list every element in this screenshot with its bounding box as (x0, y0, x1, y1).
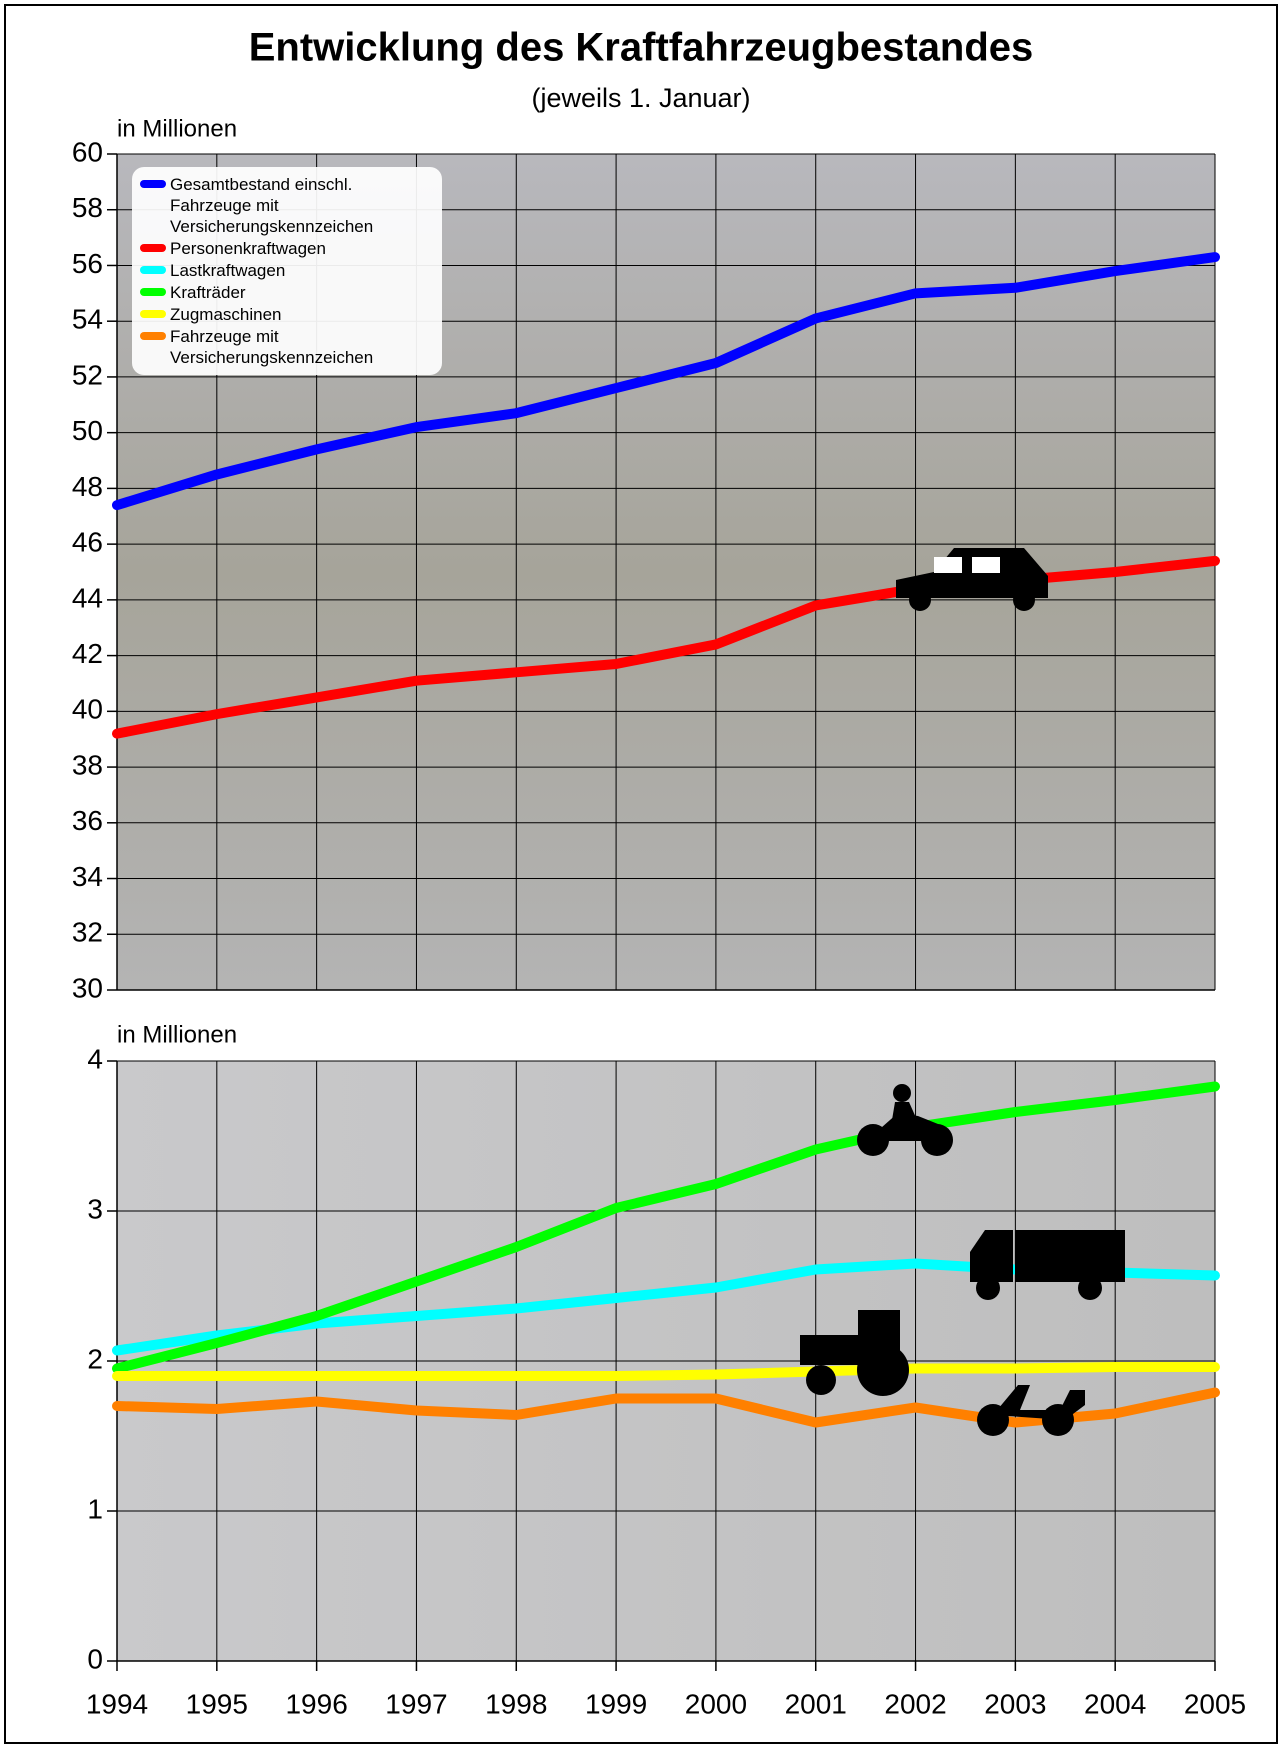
legend-swatch (140, 332, 166, 340)
y-tick-label: 44 (72, 582, 103, 613)
legend-entry: Personenkraftwagen (140, 238, 434, 259)
y-tick-label: 54 (72, 304, 103, 335)
y-tick-label: 38 (72, 749, 103, 780)
x-tick-label: 2002 (884, 1688, 946, 1719)
series-line (112, 1387, 1220, 1428)
moped-icon (977, 1385, 1085, 1436)
motorcycle-icon (857, 1084, 953, 1156)
frame (4, 4, 1278, 1744)
y-tick-label: 56 (72, 248, 103, 279)
x-tick-label: 1994 (86, 1688, 148, 1719)
y-tick-label: 36 (72, 805, 103, 836)
legend-label: Zugmaschinen (170, 305, 282, 324)
legend-swatch (140, 310, 166, 318)
legend-label: Krafträder (170, 283, 246, 302)
y-tick-label: 1 (87, 1493, 103, 1524)
x-tick-label: 1997 (385, 1688, 447, 1719)
y-tick-label: 48 (72, 471, 103, 502)
x-tick-label: 1995 (186, 1688, 248, 1719)
y-tick-label: 42 (72, 638, 103, 669)
chart-subtitle: (jeweils 1. Januar) (531, 83, 750, 113)
icons (800, 548, 1125, 1436)
truck-icon (970, 1230, 1125, 1300)
legend-swatch (140, 244, 166, 252)
y-tick-label: 0 (87, 1643, 103, 1674)
y-tick-label: 52 (72, 359, 103, 390)
y-axis-label: in Millionen (117, 115, 237, 142)
legend-entry: Krafträder (140, 282, 434, 303)
legend-swatch (140, 288, 166, 296)
y-tick-label: 4 (87, 1043, 103, 1074)
legend-label: Fahrzeuge mit Versicherungskennzeichen (170, 327, 374, 367)
legend-label: Gesamtbestand einschl. Fahrzeuge mit Ver… (170, 175, 374, 236)
legend-swatch (140, 180, 166, 188)
y-tick-label: 40 (72, 694, 103, 725)
legend-label: Personenkraftwagen (170, 239, 326, 258)
x-tick-label: 2004 (1084, 1688, 1146, 1719)
car-icon (896, 548, 1048, 611)
legend-entry: Zugmaschinen (140, 304, 434, 325)
x-tick-label: 2000 (685, 1688, 747, 1719)
y-tick-label: 2 (87, 1343, 103, 1374)
x-tick-label: 2001 (785, 1688, 847, 1719)
legend-entry: Fahrzeuge mit Versicherungskennzeichen (140, 326, 434, 368)
y-tick-label: 34 (72, 861, 103, 892)
y-tick-label: 46 (72, 527, 103, 558)
y-tick-label: 30 (72, 972, 103, 1003)
x-tick-label: 2005 (1184, 1688, 1246, 1719)
legend-label: Lastkraftwagen (170, 261, 286, 280)
y-tick-label: 60 (72, 136, 103, 167)
y-tick-label: 3 (87, 1193, 103, 1224)
y-axis-label: in Millionen (117, 1021, 237, 1048)
legend: Gesamtbestand einschl. Fahrzeuge mit Ver… (132, 167, 442, 375)
x-tick-label: 1998 (485, 1688, 547, 1719)
series-line (112, 1081, 1220, 1374)
y-tick-label: 50 (72, 415, 103, 446)
series-line (112, 252, 1220, 511)
legend-swatch (140, 266, 166, 274)
legend-entry: Gesamtbestand einschl. Fahrzeuge mit Ver… (140, 174, 434, 237)
series-line (112, 1362, 1220, 1381)
x-tick-label: 1996 (285, 1688, 347, 1719)
x-tick-label: 2003 (984, 1688, 1046, 1719)
y-tick-label: 58 (72, 192, 103, 223)
x-tick-label: 1999 (585, 1688, 647, 1719)
chart-title: Entwicklung des Kraftfahrzeugbestandes (249, 26, 1034, 70)
legend-entry: Lastkraftwagen (140, 260, 434, 281)
tractor-icon (800, 1310, 909, 1396)
y-tick-label: 32 (72, 917, 103, 948)
